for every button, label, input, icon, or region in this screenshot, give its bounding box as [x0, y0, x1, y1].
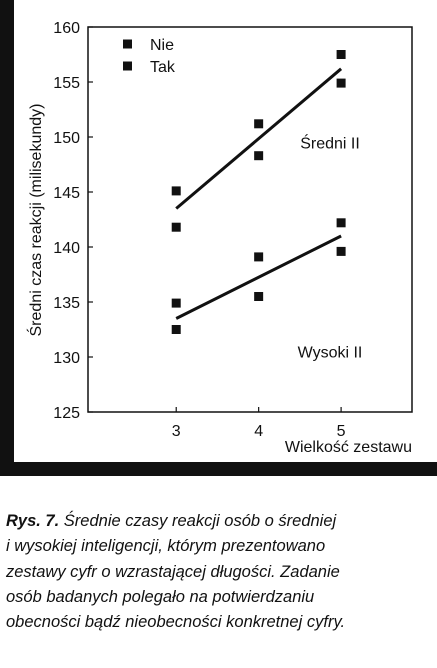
point — [336, 218, 346, 228]
legend-marker — [123, 61, 132, 71]
point — [171, 298, 181, 308]
y-tick-label: 130 — [53, 350, 80, 367]
point — [336, 246, 346, 256]
y-tick-label: 145 — [53, 185, 80, 202]
y-tick-label: 135 — [53, 295, 80, 312]
point — [254, 119, 264, 129]
point — [171, 325, 181, 334]
frame-left — [0, 0, 14, 476]
legend-marker — [123, 39, 132, 49]
legend-label: Nie — [150, 37, 174, 54]
y-tick-label: 150 — [53, 130, 80, 147]
x-axis-label: Wielkość zestawu — [285, 439, 412, 456]
point — [254, 252, 264, 262]
y-tick-label: 160 — [53, 20, 80, 37]
y-tick-label: 155 — [53, 75, 80, 92]
caption-text: Średnie czasy reakcji osób o średniej — [64, 511, 338, 530]
caption-line: Rys. 7. Średnie czasy reakcji osób o śre… — [6, 511, 338, 530]
frame-bottom — [0, 462, 437, 476]
caption-line: osób badanych polegało na potwierdzaniu — [6, 588, 314, 606]
caption-line: zestawy cyfr o wzrastającej długości. Za… — [5, 563, 340, 581]
y-tick-label: 125 — [53, 405, 80, 422]
y-tick-label: 140 — [53, 240, 80, 257]
legend-label: Tak — [150, 59, 176, 76]
point — [171, 186, 181, 196]
trend-line — [175, 67, 343, 210]
caption-label: Rys. 7. — [6, 512, 59, 530]
x-tick-label: 5 — [337, 423, 346, 440]
x-tick-label: 3 — [172, 423, 181, 440]
caption-line: obecności bądź nieobecności konkretnej c… — [6, 613, 345, 631]
x-tick-label: 4 — [254, 423, 263, 440]
point — [336, 78, 346, 88]
plot-frame — [87, 26, 413, 413]
point — [336, 50, 346, 59]
trend-label: Wysoki II — [298, 344, 363, 361]
y-axis-label: Średni czas reakcji (milisekundy) — [26, 104, 45, 337]
caption-line: i wysokiej inteligencji, którym prezento… — [6, 537, 325, 555]
trend-label: Średni II — [300, 134, 360, 153]
point — [254, 151, 264, 161]
point — [171, 222, 181, 232]
trend-line — [175, 234, 342, 320]
point — [254, 292, 264, 301]
